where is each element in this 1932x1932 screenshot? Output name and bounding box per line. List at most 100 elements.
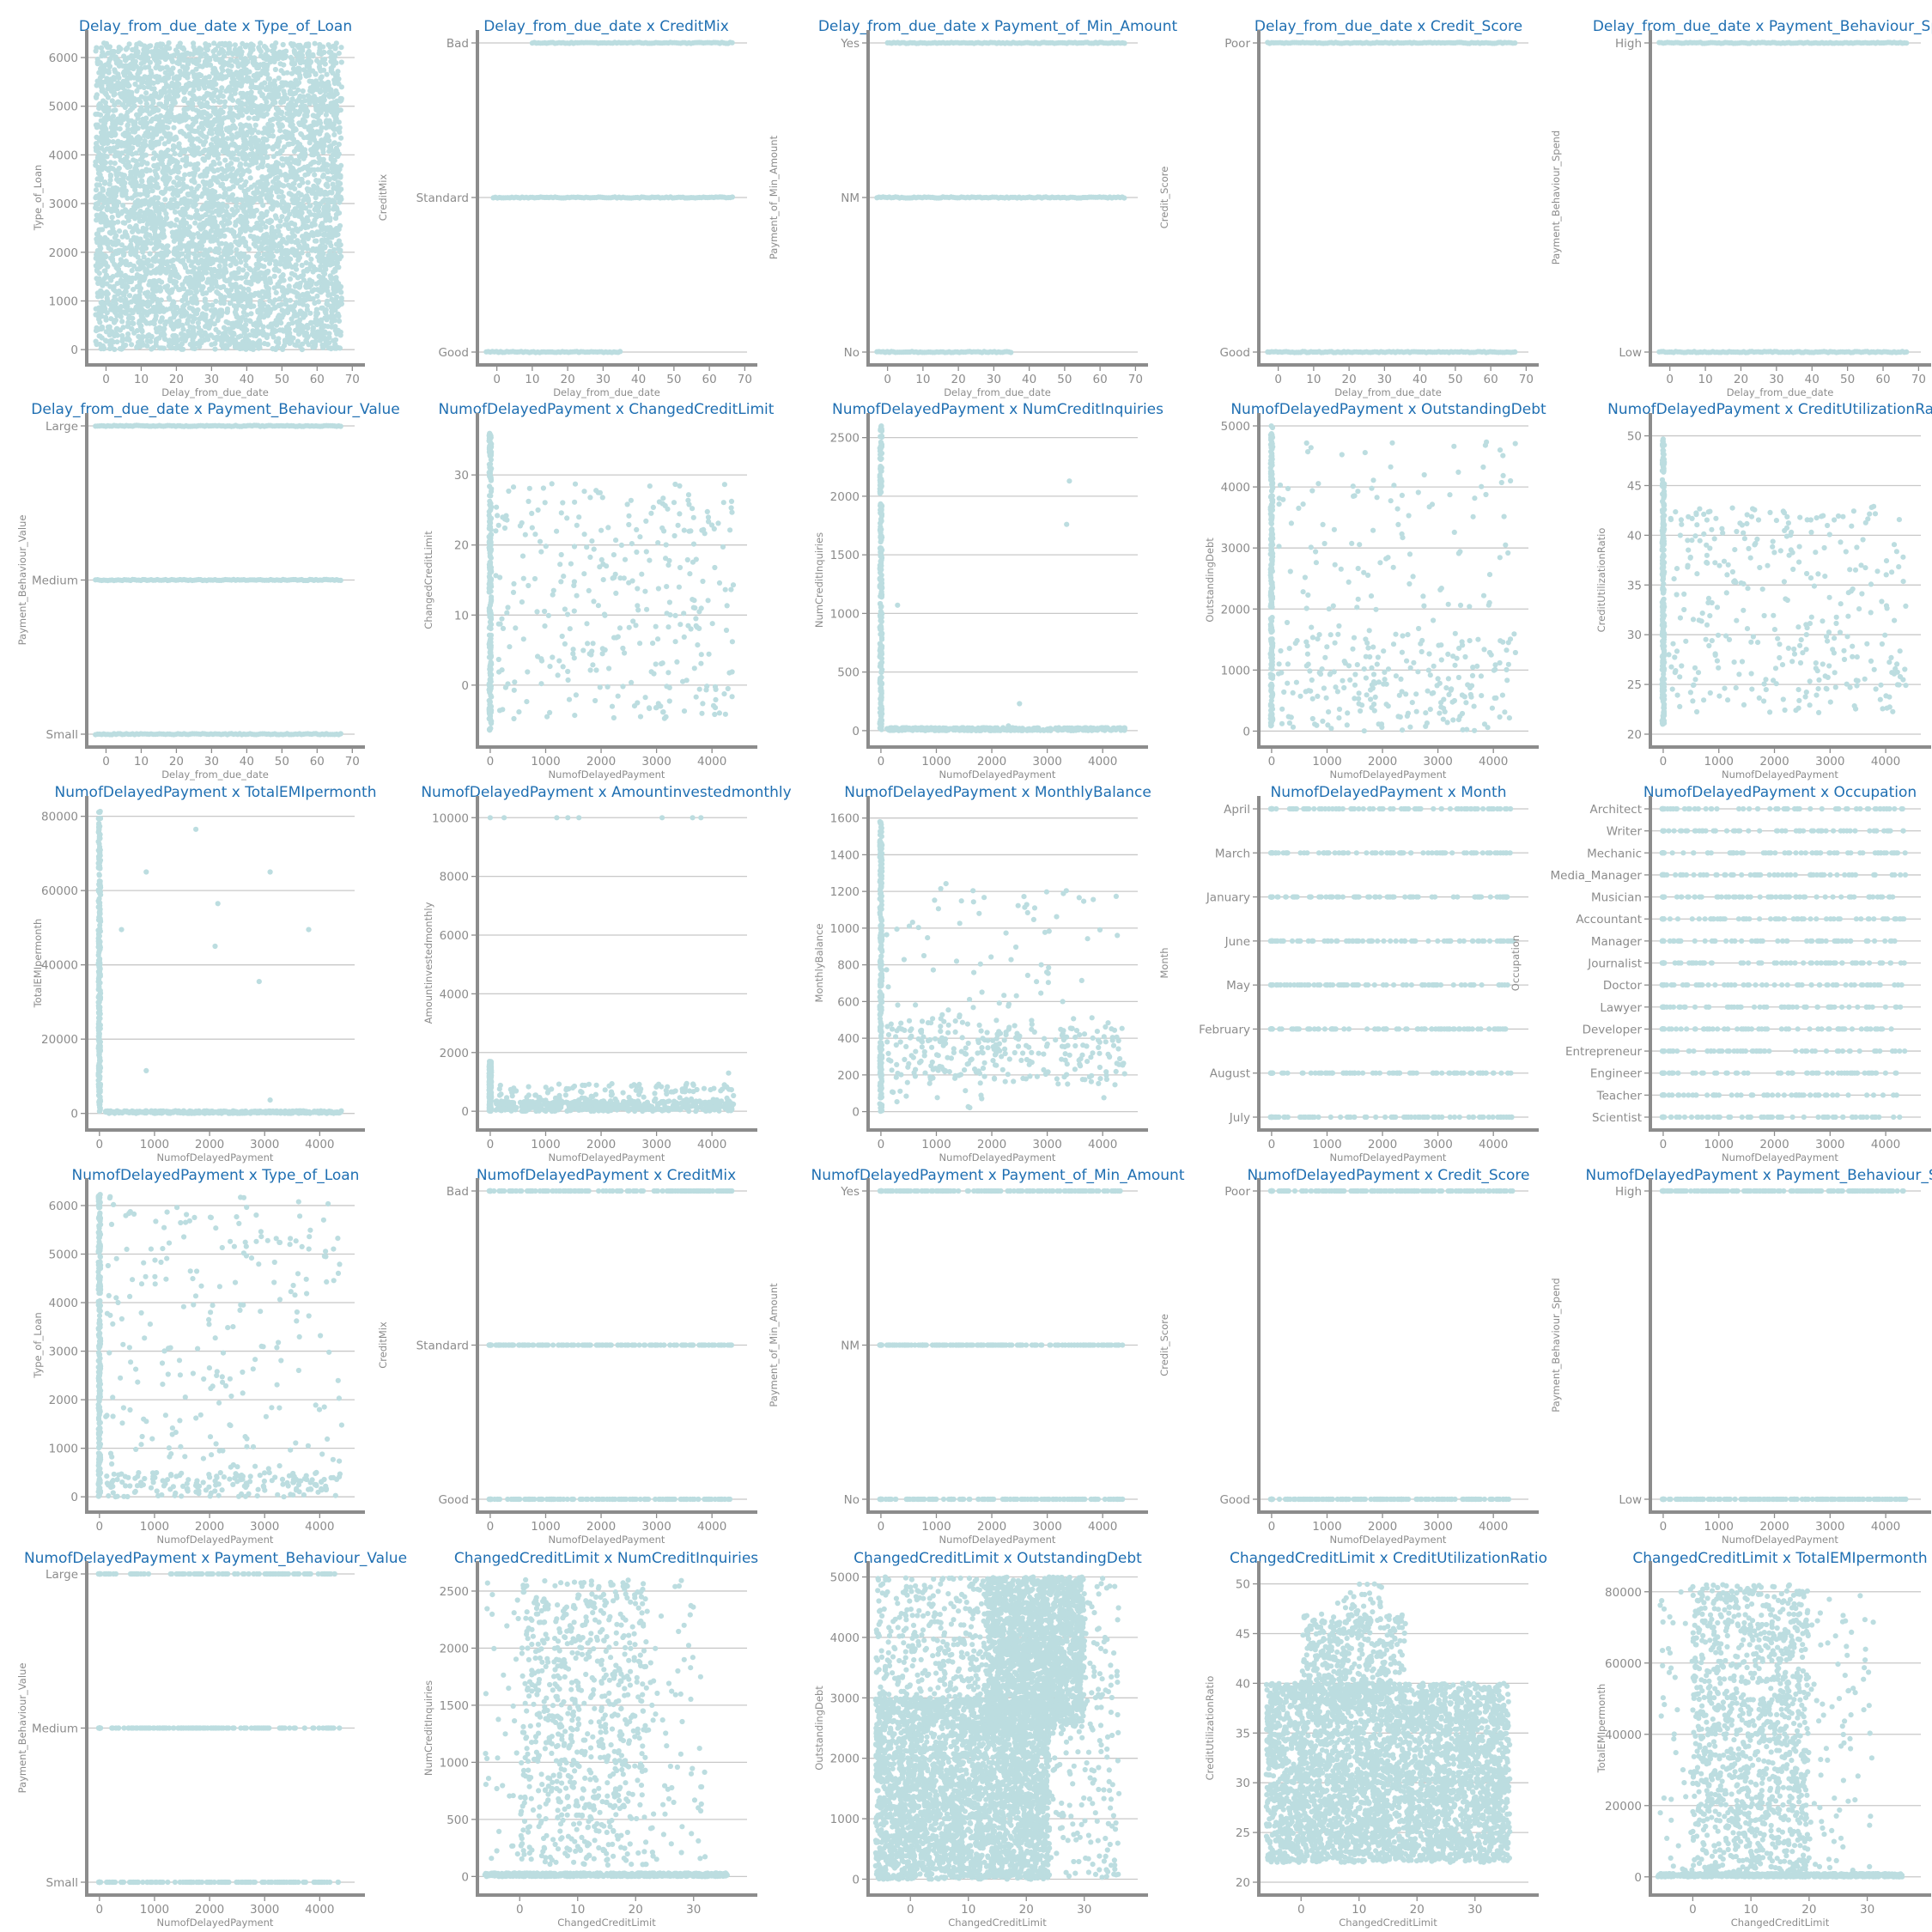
scatter-point: [194, 311, 200, 317]
scatter-point: [115, 199, 121, 205]
scatter-point: [333, 167, 339, 173]
scatter-point: [267, 187, 273, 193]
scatter-point: [116, 289, 122, 295]
scatter-point: [322, 61, 328, 67]
scatter-point: [243, 61, 249, 67]
scatter-point: [267, 173, 273, 179]
scatter-point: [123, 258, 129, 264]
scatter-point: [111, 229, 117, 235]
scatter-point: [137, 99, 143, 105]
scatter-point: [116, 63, 122, 69]
scatter-point: [312, 167, 318, 173]
scatter-point: [218, 293, 224, 299]
scatter-point: [106, 245, 112, 251]
scatter-point: [309, 289, 315, 295]
scatter-point: [211, 152, 217, 158]
scatter-point: [122, 277, 129, 283]
scatter-point: [167, 113, 173, 120]
scatter-point: [269, 237, 275, 243]
scatter-point: [158, 190, 165, 196]
scatter-point: [120, 325, 126, 331]
scatter-point: [305, 72, 311, 78]
scatter-point: [274, 189, 280, 195]
scatter-point: [334, 313, 340, 319]
scatter-point: [254, 71, 260, 77]
scatter-point: [112, 167, 118, 173]
scatter-point: [166, 295, 172, 301]
scatter-point: [316, 258, 322, 264]
scatter-point: [172, 118, 178, 124]
scatter-point: [262, 80, 268, 86]
scatter-point: [200, 204, 206, 210]
scatter-point: [180, 181, 186, 187]
scatter-point: [266, 132, 273, 139]
scatter-point: [195, 212, 201, 218]
scatter-point: [256, 251, 262, 257]
scatter-point: [276, 268, 282, 274]
scatter-point: [141, 152, 147, 158]
scatter-point: [313, 121, 319, 127]
scatter-point: [216, 268, 222, 274]
scatter-point: [297, 72, 303, 78]
scatter-point: [276, 336, 282, 342]
scatter-point: [244, 343, 250, 349]
scatter-point: [179, 322, 185, 328]
scatter-point: [106, 79, 112, 86]
scatter-point: [250, 46, 256, 52]
scatter-point: [159, 243, 165, 249]
scatter-point: [238, 295, 244, 301]
scatter-point: [275, 343, 281, 350]
scatter-point: [328, 276, 334, 282]
scatter-point: [209, 144, 215, 150]
scatter-point: [298, 192, 304, 198]
scatter-point: [325, 79, 331, 85]
scatter-point: [309, 152, 315, 158]
scatter-point: [164, 287, 170, 293]
scatter-point: [127, 224, 133, 230]
scatter-point: [291, 302, 298, 308]
scatter-point: [224, 308, 230, 314]
scatter-point: [220, 131, 226, 137]
scatter-point: [258, 311, 264, 317]
scatter-point: [129, 95, 135, 101]
scatter-point: [123, 162, 129, 168]
scatter-point: [191, 204, 197, 210]
scatter-point: [121, 173, 127, 179]
scatter-point: [200, 291, 206, 297]
scatter-point: [289, 320, 295, 326]
scatter-point: [257, 341, 263, 347]
scatter-point: [152, 116, 158, 122]
scatter-point: [144, 46, 150, 52]
scatter-point: [240, 253, 246, 259]
scatter-point: [179, 236, 185, 242]
scatter-point: [261, 44, 268, 50]
scatter-point: [307, 100, 313, 106]
scatter-point: [150, 344, 156, 351]
x-tick-label: 0: [102, 373, 110, 386]
scatter-point: [220, 258, 226, 264]
scatter-point: [322, 315, 328, 321]
scatter-point: [158, 252, 164, 258]
scatter-point: [252, 135, 258, 141]
scatter-point: [325, 103, 331, 110]
scatter-point: [102, 120, 108, 126]
scatter-point: [330, 198, 336, 205]
scatter-point: [313, 78, 319, 84]
scatter-point: [320, 324, 326, 330]
scatter-point: [210, 105, 216, 111]
scatter-point: [172, 209, 179, 215]
scatter-point: [130, 183, 136, 189]
scatter-point: [225, 68, 231, 74]
scatter-point: [293, 127, 299, 133]
scatter-point: [204, 332, 210, 338]
scatter-point: [226, 44, 232, 50]
scatter-point: [94, 217, 100, 223]
scatter-point: [321, 93, 327, 99]
scatter-point: [332, 327, 338, 334]
scatter-point: [195, 167, 201, 173]
scatter-point: [100, 196, 106, 202]
scatter-point: [222, 216, 228, 222]
scatter-point: [203, 212, 209, 218]
scatter-point: [231, 293, 237, 299]
scatter-point: [173, 158, 179, 164]
